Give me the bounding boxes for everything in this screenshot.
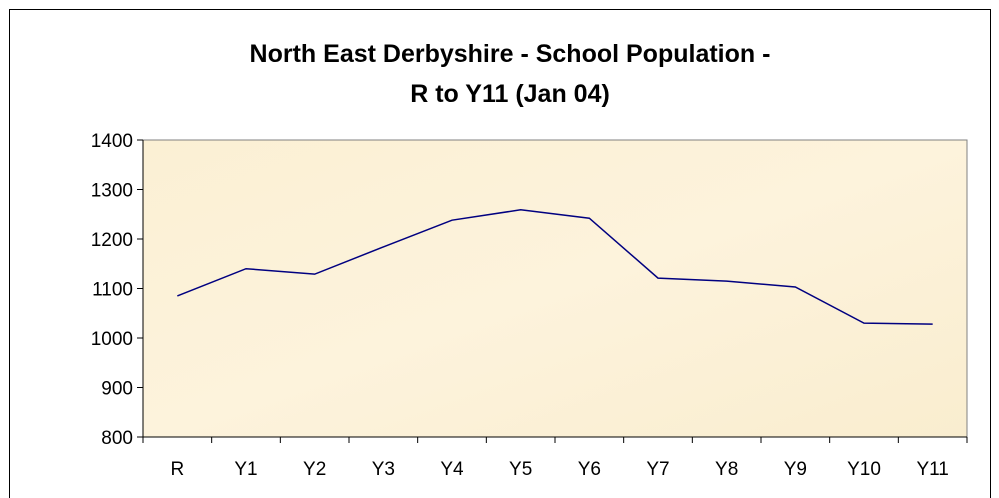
- y-tick-label: 1200: [91, 230, 133, 251]
- x-tick-label: Y2: [303, 459, 326, 480]
- chart-title: North East Derbyshire - School Populatio…: [250, 40, 771, 68]
- x-tick-label: Y11: [916, 459, 948, 480]
- x-tick-label: Y6: [578, 459, 601, 480]
- x-tick-label: Y9: [784, 459, 807, 480]
- chart-title: R to Y11 (Jan 04): [410, 80, 610, 108]
- x-tick-label: Y1: [234, 459, 257, 480]
- y-tick-label: 1300: [91, 181, 133, 202]
- x-tick-label: Y4: [440, 459, 464, 480]
- x-tick-label: R: [170, 459, 184, 480]
- plot-area: [142, 139, 968, 438]
- x-tick-label: Y3: [372, 459, 395, 480]
- y-tick-label: 1000: [91, 329, 133, 350]
- x-tick-label: Y8: [715, 459, 738, 480]
- y-tick-label: 900: [101, 379, 133, 400]
- line-series: [177, 209, 933, 325]
- x-tick-label: Y5: [509, 459, 532, 480]
- x-tick-label: Y10: [847, 459, 881, 480]
- x-tick-label: Y7: [646, 459, 669, 480]
- y-tick-label: 1100: [92, 280, 133, 301]
- y-tick-label: 800: [101, 428, 133, 449]
- y-tick-label: 1400: [91, 131, 133, 152]
